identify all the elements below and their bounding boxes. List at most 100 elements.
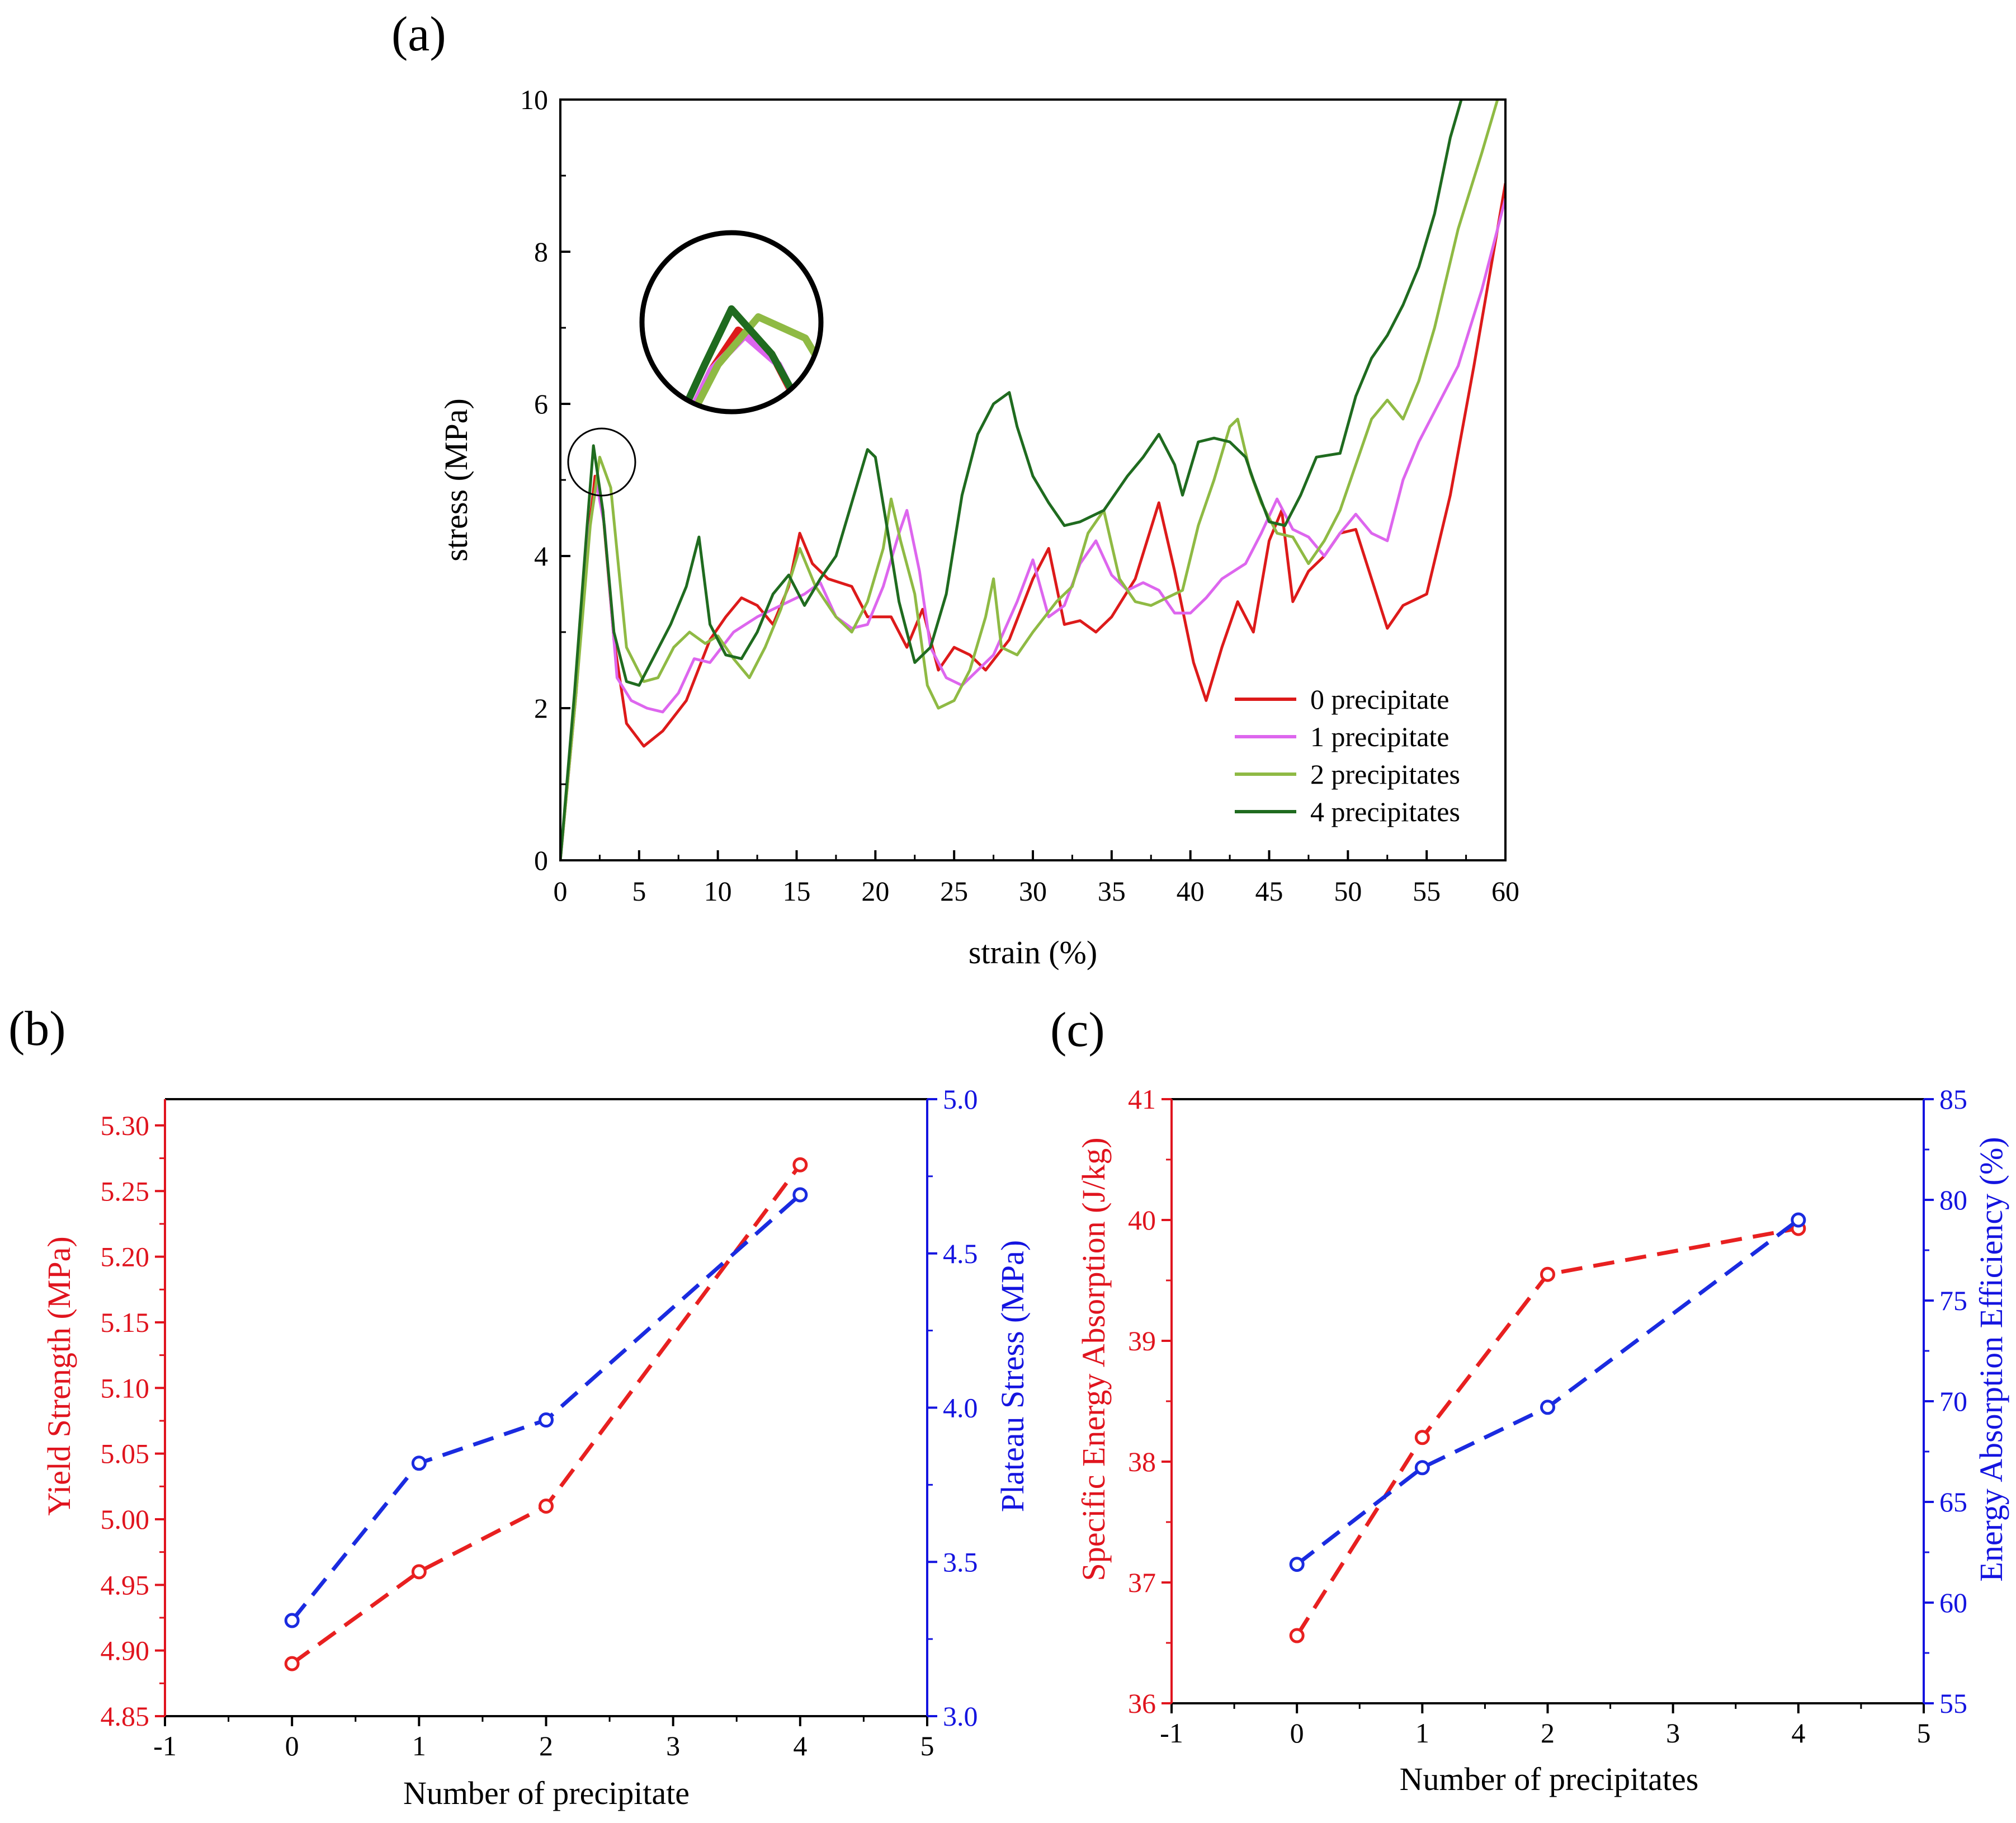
zoom-inset bbox=[639, 230, 824, 414]
x-tick-label: 5 bbox=[1917, 1717, 1931, 1749]
data-point-left bbox=[539, 1499, 554, 1514]
data-point-left bbox=[1540, 1266, 1555, 1282]
series-line-0 bbox=[560, 183, 1505, 860]
x-axis-title-b: Number of precipitate bbox=[403, 1775, 690, 1811]
y-left-tick-label: 5.00 bbox=[101, 1504, 150, 1535]
panel-b-yield-plateau: (b) -1 0 1 2 3 4 5 4.85 4.90 4.95 5.00 5.05 5.10 5.15… bbox=[8, 1002, 1031, 1811]
x-tick-label: 3 bbox=[1666, 1717, 1680, 1749]
x-tick-label: 20 bbox=[861, 875, 889, 907]
data-point-right bbox=[539, 1412, 554, 1428]
y-left-tick-label: 41 bbox=[1128, 1084, 1156, 1115]
data-point-left bbox=[284, 1656, 300, 1671]
y-right-tick-label: 3.0 bbox=[943, 1700, 978, 1732]
legend-label: 1 precipitate bbox=[1310, 721, 1450, 752]
y-axis-title: stress (MPa) bbox=[438, 398, 474, 562]
x-tick-label: 50 bbox=[1334, 875, 1362, 907]
data-point-right bbox=[411, 1455, 427, 1471]
y-left-tick-label: 5.30 bbox=[101, 1110, 150, 1141]
data-point-right bbox=[1289, 1557, 1305, 1572]
data-point-right bbox=[792, 1187, 808, 1203]
x-tick-label: 0 bbox=[285, 1730, 299, 1761]
y-right-tick-label: 5.0 bbox=[943, 1084, 978, 1115]
legend: 0 precipitate 1 precipitate 2 precipitates… bbox=[1235, 684, 1460, 827]
y-left-tick-label: 5.20 bbox=[101, 1241, 150, 1273]
series-line-left bbox=[291, 1163, 802, 1665]
y-left-tick-label: 36 bbox=[1128, 1688, 1156, 1719]
data-point-left bbox=[792, 1157, 808, 1172]
y-tick-label: 10 bbox=[520, 84, 548, 115]
y-right-tick-label: 70 bbox=[1939, 1386, 1967, 1417]
y-left-tick-label: 5.15 bbox=[101, 1307, 150, 1338]
x-tick-label: 5 bbox=[920, 1730, 934, 1761]
series-line-left bbox=[1295, 1226, 1799, 1637]
x-tick-label: 25 bbox=[940, 875, 968, 907]
y-tick-label: 2 bbox=[534, 693, 548, 724]
panel-label-b: (b) bbox=[8, 1002, 66, 1056]
y-left-tick-label: 5.10 bbox=[101, 1372, 150, 1403]
x-tick-label: 4 bbox=[1791, 1717, 1805, 1749]
data-point-left bbox=[411, 1564, 427, 1580]
y-left-tick-label: 5.25 bbox=[101, 1175, 150, 1207]
data-point-right bbox=[1414, 1460, 1430, 1476]
data-point-right bbox=[284, 1613, 300, 1628]
x-tick-label: 35 bbox=[1098, 875, 1126, 907]
x-tick-label: -1 bbox=[153, 1730, 177, 1761]
x-tick-label: 60 bbox=[1491, 875, 1519, 907]
series-line-right bbox=[1296, 1218, 1800, 1566]
x-axis-title-c: Number of precipitates bbox=[1400, 1761, 1699, 1797]
series-line-1 bbox=[560, 198, 1505, 860]
y-right-tick-label: 4.0 bbox=[943, 1392, 978, 1424]
y-left-tick-label: 5.05 bbox=[101, 1438, 150, 1469]
x-tick-label: 10 bbox=[704, 875, 732, 907]
y-axis-title-left-c: Specific Energy Absorption (J/kg) bbox=[1075, 1137, 1112, 1581]
series-line-3 bbox=[560, 100, 1463, 860]
x-tick-label: -1 bbox=[1160, 1717, 1183, 1749]
x-tick-label: 0 bbox=[1290, 1717, 1304, 1749]
legend-label: 4 precipitates bbox=[1310, 796, 1460, 827]
y-right-tick-label: 60 bbox=[1939, 1587, 1967, 1618]
panel-label-a: (a) bbox=[391, 7, 446, 62]
panel-label-c: (c) bbox=[1050, 1003, 1105, 1057]
x-axis-title: strain (%) bbox=[969, 934, 1097, 971]
y-left-tick-label: 4.90 bbox=[101, 1635, 150, 1666]
legend-label: 2 precipitates bbox=[1310, 759, 1460, 790]
data-point-right bbox=[1540, 1400, 1555, 1415]
x-tick-label: 4 bbox=[793, 1730, 807, 1761]
panel-c-energy-absorption: (c) -1 0 1 2 3 4 5 36 37 38 39 40 41 55 60 65 70 75 80 85 N… bbox=[1050, 1003, 2009, 1797]
y-left-tick-label: 38 bbox=[1128, 1446, 1156, 1477]
y-right-tick-label: 80 bbox=[1939, 1184, 1967, 1216]
x-tick-label: 55 bbox=[1413, 875, 1441, 907]
data-point-right bbox=[1791, 1212, 1806, 1228]
y-right-tick-label: 75 bbox=[1939, 1285, 1967, 1316]
x-tick-label: 1 bbox=[1415, 1717, 1429, 1749]
y-right-tick-label: 85 bbox=[1939, 1084, 1967, 1115]
data-point-left bbox=[1289, 1628, 1305, 1643]
x-tick-label: 2 bbox=[1541, 1717, 1555, 1749]
x-tick-label: 3 bbox=[666, 1730, 680, 1761]
zoom-series-line-0 bbox=[642, 326, 821, 412]
y-tick-label: 8 bbox=[534, 236, 548, 267]
zoom-series-line-3 bbox=[642, 305, 821, 412]
data-point-left bbox=[1414, 1430, 1430, 1445]
y-axis-title-right-b: Plateau Stress (MPa) bbox=[994, 1240, 1031, 1513]
series-line-2 bbox=[560, 100, 1499, 860]
zoom-inset-border bbox=[639, 230, 824, 414]
x-tick-label: 40 bbox=[1177, 875, 1205, 907]
x-tick-label: 5 bbox=[632, 875, 646, 907]
y-right-tick-label: 4.5 bbox=[943, 1238, 978, 1269]
x-tick-label: 2 bbox=[539, 1730, 553, 1761]
x-tick-label: 30 bbox=[1019, 875, 1047, 907]
y-right-tick-label: 55 bbox=[1939, 1688, 1967, 1719]
y-left-tick-label: 40 bbox=[1128, 1204, 1156, 1236]
y-left-tick-label: 4.95 bbox=[101, 1569, 150, 1600]
y-axis-title-right-c: Energy Absorption Efficiency (%) bbox=[1973, 1137, 2009, 1581]
x-tick-label: 45 bbox=[1255, 875, 1283, 907]
y-tick-label: 6 bbox=[534, 388, 548, 420]
x-tick-label: 1 bbox=[412, 1730, 426, 1761]
peak-highlight-circle bbox=[567, 427, 636, 497]
y-right-tick-label: 3.5 bbox=[943, 1546, 978, 1577]
x-tick-label: 15 bbox=[783, 875, 811, 907]
y-left-tick-label: 39 bbox=[1128, 1325, 1156, 1356]
y-left-tick-label: 37 bbox=[1128, 1567, 1156, 1598]
